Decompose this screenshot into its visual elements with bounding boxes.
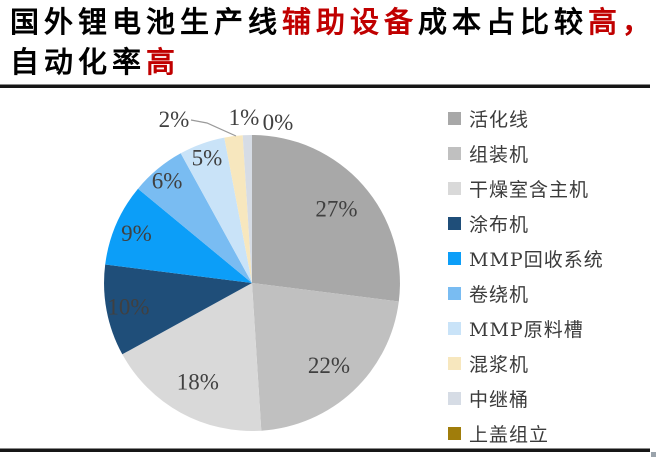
slice-percent-label: 6% <box>152 168 183 193</box>
legend-item: 卷绕机 <box>448 276 604 311</box>
pie-slice <box>180 137 252 283</box>
legend-swatch <box>448 357 461 370</box>
resize-handle <box>651 452 656 457</box>
legend-label: 上盖组立 <box>469 424 550 446</box>
legend-label: MMP回收系统 <box>469 249 604 271</box>
slice-percent-label: 0% <box>263 110 294 135</box>
title-segment-emphasis: 高， <box>588 5 657 39</box>
legend-swatch <box>448 392 461 405</box>
legend-swatch <box>448 217 461 230</box>
title-segment: 成本占比较 <box>418 5 589 39</box>
legend-swatch <box>448 252 461 265</box>
slice-percent-label: 18% <box>177 370 219 395</box>
legend-swatch <box>448 287 461 300</box>
slice-percent-label: 2% <box>159 107 190 132</box>
legend-item: 混浆机 <box>448 346 604 381</box>
legend-swatch <box>448 322 461 335</box>
legend-swatch <box>448 147 461 160</box>
label-leader-line <box>190 119 237 137</box>
pie-slice <box>104 264 252 355</box>
pie-slice <box>138 153 252 283</box>
bottom-divider <box>0 448 650 452</box>
legend-label: 组装机 <box>469 144 530 166</box>
title-segment: 国外锂电池生产线 <box>10 5 283 39</box>
legend-swatch <box>448 112 461 125</box>
slice-percent-label: 10% <box>107 295 149 320</box>
title-segment: 自动化率 <box>10 45 147 79</box>
title-divider <box>0 84 650 88</box>
slice-percent-label: 9% <box>121 221 152 246</box>
title-segment-emphasis: 高 <box>146 45 181 79</box>
legend-item: MMP原料槽 <box>448 311 604 346</box>
legend-label: 卷绕机 <box>469 284 530 306</box>
pie-slice <box>122 283 262 431</box>
pie-slice <box>252 283 399 431</box>
pie-slice <box>252 135 400 302</box>
legend-label: 干燥室含主机 <box>469 179 590 201</box>
slice-percent-label: 5% <box>192 146 223 171</box>
legend-item: MMP回收系统 <box>448 241 604 276</box>
pie-slice <box>224 135 252 283</box>
legend-swatch <box>448 427 461 440</box>
legend-label: 涂布机 <box>469 214 530 236</box>
chart-legend: 活化线组装机干燥室含主机 涂布机 MMP回收系统 卷绕机 MMP原料槽 混浆机中继桶上盖组… <box>448 101 604 451</box>
slice-percent-label: 1% <box>229 105 260 130</box>
page-title: 国外锂电池生产线辅助设备成本占比较高， 自动化率高 <box>10 0 656 82</box>
legend-label: 中继桶 <box>469 389 530 411</box>
legend-item: 上盖组立 <box>448 416 604 451</box>
legend-label: MMP原料槽 <box>469 319 584 341</box>
legend-item: 干燥室含主机 <box>448 171 604 206</box>
slice-percent-label: 22% <box>308 353 350 378</box>
pie-slice <box>105 188 252 283</box>
legend-label: 活化线 <box>469 109 530 131</box>
legend-item: 中继桶 <box>448 381 604 416</box>
pie-chart: 27% 22% 18% 10% 9% 6% 5%2% 1% 0% <box>104 105 400 431</box>
legend-swatch <box>448 182 461 195</box>
legend-item: 涂布机 <box>448 206 604 241</box>
legend-item: 组装机 <box>448 136 604 171</box>
title-segment-emphasis: 辅助设备 <box>282 5 419 39</box>
legend-label: 混浆机 <box>469 354 530 376</box>
slice-percent-label: 27% <box>315 197 357 222</box>
pie-slice <box>242 135 252 283</box>
legend-item: 活化线 <box>448 101 604 136</box>
